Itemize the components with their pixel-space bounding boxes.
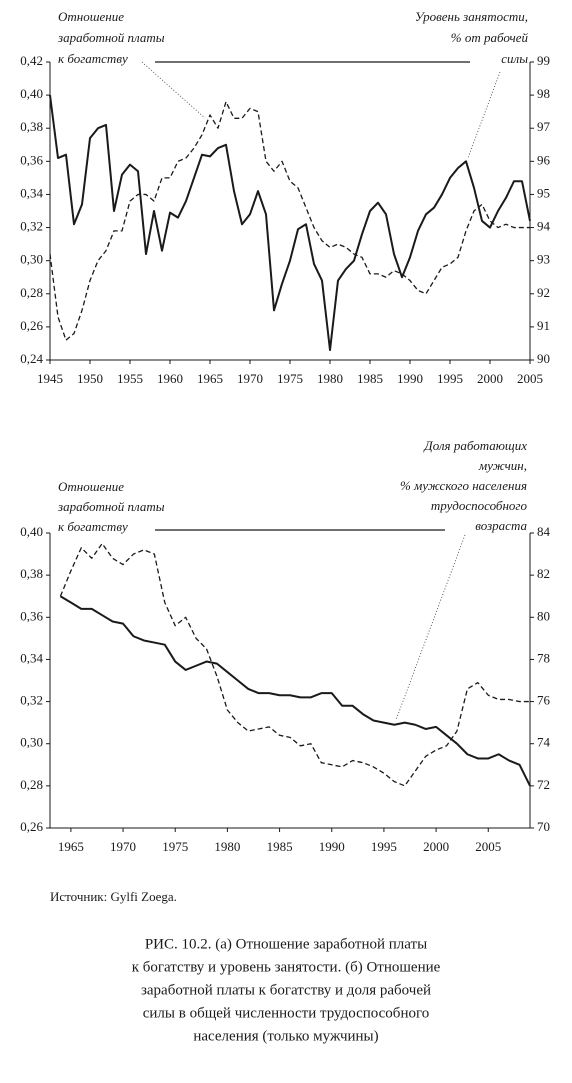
x-tick-label: 2000	[477, 371, 503, 386]
y-tick-label: 0,32	[20, 693, 43, 708]
y2-tick-label: 95	[537, 185, 550, 200]
annotation: мужчин,	[478, 458, 527, 473]
y2-tick-label: 84	[537, 524, 551, 539]
y-tick-label: 0,34	[20, 185, 43, 200]
y-tick-label: 0,32	[20, 219, 43, 234]
x-tick-label: 1955	[117, 371, 143, 386]
y-tick-label: 0,36	[20, 152, 43, 167]
y2-tick-label: 91	[537, 318, 550, 333]
x-tick-label: 2005	[517, 371, 543, 386]
x-tick-label: 1970	[110, 839, 136, 854]
y-tick-label: 0,30	[20, 252, 43, 267]
x-tick-label: 1995	[437, 371, 463, 386]
series-line	[59, 542, 530, 787]
annotation: Отношение	[58, 479, 124, 494]
annotation: возраста	[475, 518, 527, 533]
y-tick-label: 0,24	[20, 351, 43, 366]
leader-line	[141, 61, 206, 119]
caption-line: к богатству и уровень занятости. (б) Отн…	[132, 959, 441, 975]
x-tick-label: 1985	[267, 839, 293, 854]
x-tick-label: 1990	[397, 371, 423, 386]
annotation: % от рабочей	[451, 30, 529, 45]
annotation: к богатству	[58, 51, 128, 66]
x-tick-label: 2000	[423, 839, 449, 854]
leader-line	[467, 71, 501, 159]
annotation: % мужского населения	[400, 478, 527, 493]
x-tick-label: 1980	[214, 839, 240, 854]
y-tick-label: 0,42	[20, 53, 43, 68]
y2-tick-label: 82	[537, 566, 550, 581]
annotation: к богатству	[58, 519, 128, 534]
annotation: Доля работающих	[422, 438, 527, 453]
annotation: заработной платы	[57, 30, 165, 45]
y-tick-label: 0,38	[20, 566, 43, 581]
x-tick-label: 1975	[162, 839, 188, 854]
caption-line: населения (только мужчины)	[193, 1028, 378, 1044]
x-tick-label: 1985	[357, 371, 383, 386]
y2-tick-label: 78	[537, 650, 550, 665]
annotation: заработной платы	[57, 499, 165, 514]
x-tick-label: 1975	[277, 371, 303, 386]
y2-tick-label: 99	[537, 53, 550, 68]
y2-tick-label: 96	[537, 152, 551, 167]
series-line	[49, 101, 530, 341]
x-tick-label: 1950	[77, 371, 103, 386]
y-tick-label: 0,34	[20, 650, 43, 665]
leader-line	[395, 534, 466, 721]
x-tick-label: 1965	[58, 839, 84, 854]
x-tick-label: 1995	[371, 839, 397, 854]
annotation: Уровень занятости,	[415, 9, 528, 24]
y2-tick-label: 72	[537, 777, 550, 792]
y-tick-label: 0,36	[20, 608, 43, 623]
y2-tick-label: 97	[537, 119, 551, 134]
annotation: силы	[501, 51, 528, 66]
y-tick-label: 0,40	[20, 524, 43, 539]
x-tick-label: 1945	[37, 371, 63, 386]
x-tick-label: 1980	[317, 371, 343, 386]
x-tick-label: 1965	[197, 371, 223, 386]
y-tick-label: 0,40	[20, 86, 43, 101]
caption-line: силы в общей численности трудоспособного	[143, 1005, 430, 1021]
y-tick-label: 0,28	[20, 777, 43, 792]
y2-tick-label: 74	[537, 735, 551, 750]
series-line	[49, 94, 531, 352]
source: Источник: Gylfi Zoega.	[50, 889, 177, 904]
annotation: трудоспособного	[431, 498, 528, 513]
x-tick-label: 2005	[475, 839, 501, 854]
y2-tick-label: 70	[537, 819, 550, 834]
y2-tick-label: 76	[537, 693, 551, 708]
y-tick-label: 0,26	[20, 819, 43, 834]
y2-tick-label: 92	[537, 285, 550, 300]
annotation: Отношение	[58, 9, 124, 24]
x-tick-label: 1990	[319, 839, 345, 854]
y2-tick-label: 80	[537, 608, 550, 623]
y2-tick-label: 94	[537, 219, 551, 234]
y2-tick-label: 98	[537, 86, 550, 101]
caption-line: РИС. 10.2. (а) Отношение заработной плат…	[145, 936, 427, 952]
caption-line: заработной платы к богатству и доля рабо…	[141, 982, 431, 998]
y-tick-label: 0,28	[20, 285, 43, 300]
y2-tick-label: 90	[537, 351, 550, 366]
y-tick-label: 0,38	[20, 119, 43, 134]
series-line	[59, 595, 531, 787]
x-tick-label: 1970	[237, 371, 263, 386]
y-tick-label: 0,26	[20, 318, 43, 333]
y2-tick-label: 93	[537, 252, 550, 267]
x-tick-label: 1960	[157, 371, 183, 386]
y-tick-label: 0,30	[20, 735, 43, 750]
